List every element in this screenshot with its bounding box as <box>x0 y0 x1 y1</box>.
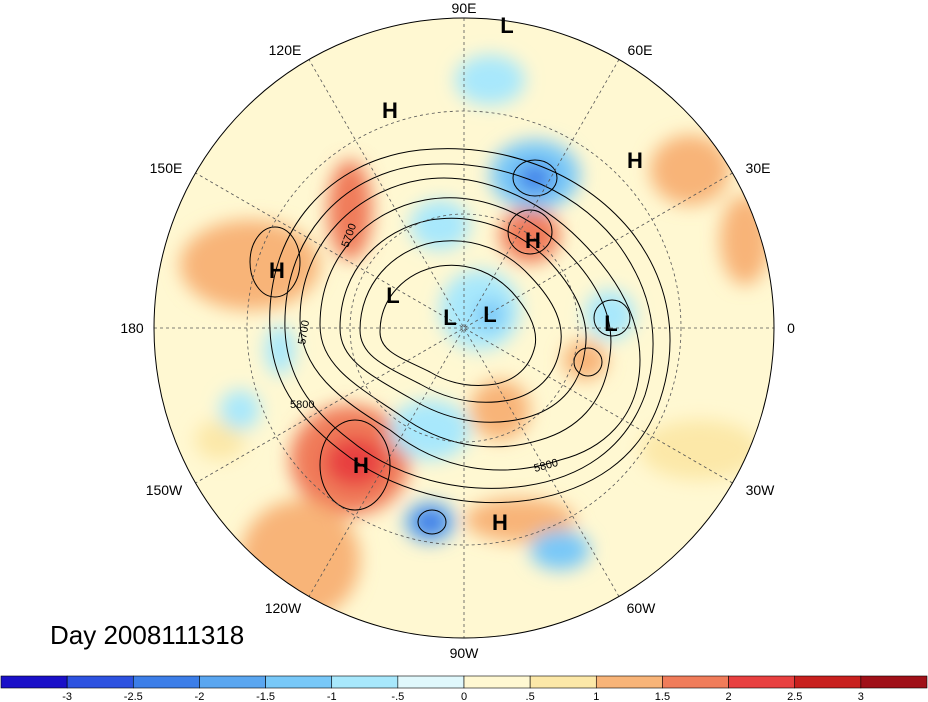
polar-map: 90E 60E 30E 0 30W 60W 90W 120W 150W 180 … <box>120 0 795 661</box>
high-center-marker: H <box>492 510 508 535</box>
colorbar-swatch <box>199 675 266 689</box>
high-center-marker: H <box>525 228 541 253</box>
colorbar-tick-label: 0 <box>461 691 467 702</box>
low-center-marker: L <box>604 311 617 336</box>
lon-label-90e: 90E <box>452 0 477 16</box>
colorbar-swatch <box>728 675 796 689</box>
contour-label: 5700 <box>296 319 312 345</box>
colorbar-tick-label: 2.5 <box>787 691 802 702</box>
low-center-marker: L <box>443 305 456 330</box>
colorbar-swatches <box>0 675 928 689</box>
high-center-marker: H <box>627 148 643 173</box>
colorbar-swatch <box>132 675 200 689</box>
colorbar-tick-label: .5 <box>526 691 535 702</box>
colorbar-swatch <box>529 675 597 689</box>
low-center-marker: L <box>386 283 399 308</box>
high-center-marker: H <box>353 453 369 478</box>
colorbar-swatch <box>463 675 531 689</box>
high-center-marker: H <box>382 98 398 123</box>
colorbar-tick-label: -1 <box>327 691 337 702</box>
lon-label-60w: 60W <box>627 600 657 616</box>
lon-label-150e: 150E <box>150 160 183 176</box>
colorbar-tick-label: -.5 <box>391 691 404 702</box>
lon-label-150w: 150W <box>146 482 183 498</box>
colorbar-swatch <box>794 675 862 689</box>
lon-label-60e: 60E <box>628 42 653 58</box>
contour-label: 5800 <box>290 399 314 411</box>
low-center-marker: L <box>483 302 496 327</box>
colorbar-tick-label: 2 <box>726 691 732 702</box>
colorbar-swatch <box>662 675 729 689</box>
colorbar-tick-label: -2 <box>195 691 205 702</box>
colorbar-swatch <box>397 675 465 689</box>
colorbar-swatch <box>66 675 134 689</box>
colorbar: -3 -2.5 -2 -1.5 -1 -.5 0 .5 1 1.5 2 2.5 3 <box>0 675 928 702</box>
lon-label-180: 180 <box>120 320 144 336</box>
lon-label-0: 0 <box>787 320 795 336</box>
colorbar-tick-label: 3 <box>858 691 864 702</box>
lon-label-120e: 120E <box>269 42 302 58</box>
lon-label-30w: 30W <box>746 482 776 498</box>
lon-label-30e: 30E <box>746 160 771 176</box>
lon-label-90w: 90W <box>450 645 480 661</box>
low-center-marker: L <box>500 13 513 38</box>
colorbar-swatch <box>860 675 928 689</box>
colorbar-tick-label: -3 <box>62 691 72 702</box>
colorbar-tick-label: -1.5 <box>256 691 275 702</box>
high-center-marker: H <box>269 258 285 283</box>
colorbar-swatch <box>0 675 68 689</box>
colorbar-swatch <box>331 675 399 689</box>
map-boundary <box>153 17 775 639</box>
colorbar-tick-label: -2.5 <box>124 691 143 702</box>
colorbar-swatch <box>265 675 333 689</box>
colorbar-tick-label: 1.5 <box>655 691 670 702</box>
colorbar-swatch <box>595 675 663 689</box>
map-title: Day 2008111318 <box>50 620 245 650</box>
height-contours <box>249 148 671 535</box>
colorbar-tick-label: 1 <box>593 691 599 702</box>
graticule <box>154 18 774 638</box>
lon-label-120w: 120W <box>265 600 302 616</box>
colorbar-labels: -3 -2.5 -2 -1.5 -1 -.5 0 .5 1 1.5 2 2.5 3 <box>62 691 864 702</box>
